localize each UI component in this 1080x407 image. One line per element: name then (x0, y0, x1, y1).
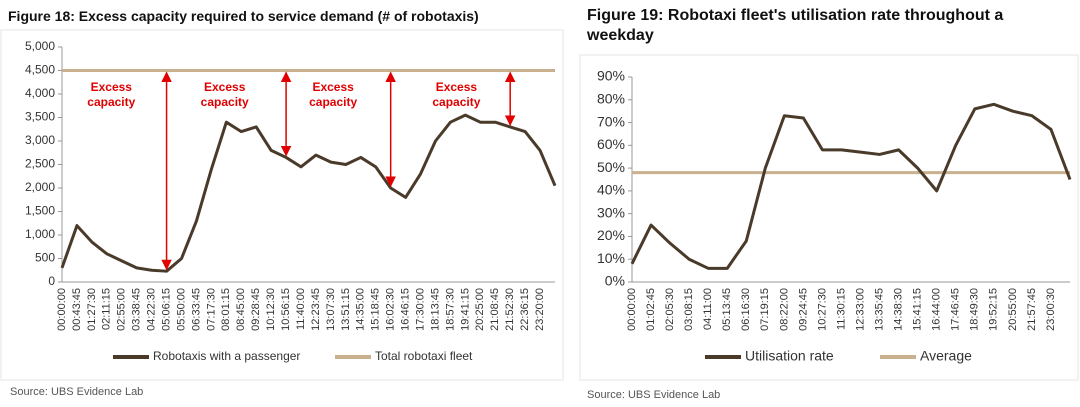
y-tick-label: 0% (605, 273, 625, 289)
x-tick-label: 15:41:15 (912, 288, 924, 331)
x-tick-label: 10:12:30 (265, 288, 277, 331)
y-tick-label: 2,500 (25, 157, 55, 171)
x-tick-label: 15:18:45 (370, 288, 382, 331)
legend-label: Average (920, 348, 972, 364)
y-tick-label: 10% (597, 250, 625, 266)
annotation: Excess capacity (432, 80, 481, 109)
x-tick-label: 11:40:00 (295, 288, 307, 330)
y-tick-label: 90% (597, 68, 625, 84)
x-tick-label: 04:11:00 (702, 288, 714, 330)
y-tick-label: 20% (597, 227, 625, 243)
x-tick-label: 05:50:00 (175, 288, 187, 331)
annotation: Excess capacity (200, 80, 249, 109)
panel-border (579, 54, 1079, 381)
x-tick-label: 07:17:30 (205, 288, 217, 331)
y-tick-label: 500 (35, 251, 55, 265)
y-tick-label: 40% (597, 182, 625, 198)
x-tick-label: 05:06:15 (160, 288, 172, 331)
x-tick-label: 11:30:15 (835, 288, 847, 330)
x-tick-label: 08:45:00 (235, 288, 247, 331)
y-tick-label: 1,000 (25, 227, 55, 241)
x-tick-label: 23:00:30 (1045, 288, 1057, 331)
x-tick-label: 22:36:15 (519, 288, 531, 331)
x-tick-label: 20:55:00 (1007, 288, 1019, 331)
x-tick-label: 12:33:00 (854, 288, 866, 331)
x-tick-label: 12:23:45 (310, 288, 322, 331)
y-tick-label: 50% (597, 159, 625, 175)
y-tick-label: 80% (597, 90, 625, 106)
x-tick-label: 18:49:30 (969, 288, 981, 331)
series-line (60, 113, 557, 273)
x-tick-label: 02:11:15 (101, 288, 113, 330)
x-tick-label: 14:35:00 (355, 288, 367, 331)
chart-title: Figure 19: Robotaxi fleet's utilisation … (587, 7, 1004, 44)
x-tick-label: 01:02:45 (645, 288, 657, 331)
x-tick-label: 00:43:45 (71, 288, 83, 331)
x-tick-label: 05:13:45 (721, 288, 733, 331)
annotation: Excess capacity (87, 80, 136, 109)
x-tick-label: 09:24:45 (797, 288, 809, 331)
x-tick-label: 00:00:00 (56, 288, 68, 331)
x-tick-label: 14:38:30 (893, 288, 905, 331)
x-tick-label: 08:22:00 (778, 288, 790, 331)
y-tick-label: 30% (597, 204, 625, 220)
legend-label: Utilisation rate (745, 348, 834, 364)
x-tick-label: 18:57:30 (444, 288, 456, 331)
x-tick-label: 13:07:30 (325, 288, 337, 331)
x-tick-label: 16:46:15 (400, 288, 412, 331)
y-tick-label: 4,500 (25, 63, 55, 77)
x-tick-label: 19:52:15 (988, 288, 1000, 331)
chart-title: Figure 18: Excess capacity required to s… (8, 8, 479, 24)
x-tick-label: 04:22:30 (146, 288, 158, 331)
x-tick-label: 16:44:00 (931, 288, 943, 331)
x-tick-label: 02:55:00 (116, 288, 128, 331)
source: Source: UBS Evidence Lab (587, 389, 720, 401)
y-tick-label: 5,000 (25, 39, 55, 53)
x-tick-label: 13:35:45 (873, 288, 885, 331)
x-tick-label: 10:27:30 (816, 288, 828, 331)
x-tick-label: 16:02:30 (385, 288, 397, 331)
x-tick-label: 13:51:15 (340, 288, 352, 331)
x-tick-label: 03:08:15 (683, 288, 695, 331)
legend-label: Total robotaxi fleet (375, 349, 473, 363)
x-tick-label: 23:20:00 (534, 288, 546, 331)
x-tick-label: 21:52:30 (504, 288, 516, 331)
y-tick-label: 2,000 (25, 180, 55, 194)
x-tick-label: 21:57:45 (1026, 288, 1038, 331)
x-tick-label: 10:56:15 (280, 288, 292, 331)
annotation: Excess capacity (309, 80, 358, 109)
y-tick-label: 70% (597, 113, 625, 129)
legend-label: Robotaxis with a passenger (153, 349, 300, 363)
y-tick-label: 1,500 (25, 204, 55, 218)
x-tick-label: 08:01:15 (220, 288, 232, 331)
x-tick-label: 06:16:30 (740, 288, 752, 331)
series-line (630, 102, 1072, 270)
panel-border (0, 29, 564, 381)
x-tick-label: 03:38:45 (131, 288, 143, 331)
x-tick-label: 02:05:30 (664, 288, 676, 331)
x-tick-label: 17:30:00 (414, 288, 426, 331)
x-tick-label: 06:33:45 (190, 288, 202, 331)
y-tick-label: 3,500 (25, 110, 55, 124)
source: Source: UBS Evidence Lab (10, 386, 143, 398)
x-tick-label: 09:28:45 (250, 288, 262, 331)
x-tick-label: 01:27:30 (86, 288, 98, 331)
x-tick-label: 21:08:45 (489, 288, 501, 331)
x-tick-label: 00:00:00 (626, 288, 638, 331)
x-tick-label: 18:13:45 (429, 288, 441, 331)
x-tick-label: 20:25:00 (474, 288, 486, 331)
x-tick-label: 19:41:15 (459, 288, 471, 331)
y-tick-label: 4,000 (25, 86, 55, 100)
x-tick-label: 17:46:45 (950, 288, 962, 331)
y-tick-label: 3,000 (25, 133, 55, 147)
y-tick-label: 0 (48, 274, 55, 288)
y-tick-label: 60% (597, 136, 625, 152)
x-tick-label: 07:19:15 (759, 288, 771, 331)
